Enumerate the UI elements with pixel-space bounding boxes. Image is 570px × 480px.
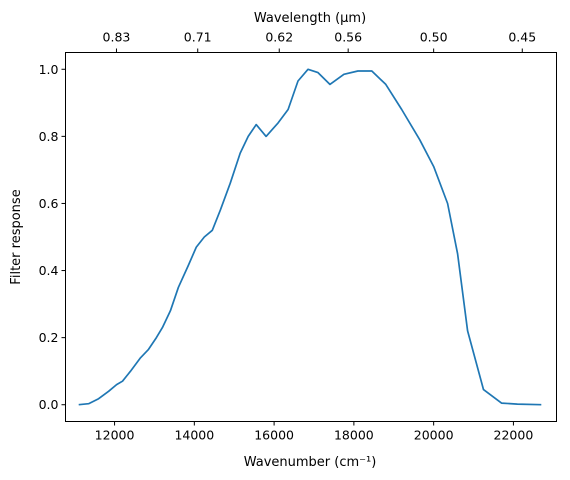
y-axis: 0.0 0.2 0.4 0.6 0.8 1.0 [39, 62, 66, 412]
plot-frame [65, 52, 557, 422]
top-axis: 0.83 0.71 0.62 0.56 0.50 0.45 [103, 30, 536, 53]
y-tick-label: 0.2 [39, 330, 59, 345]
x-tick-label: 14000 [174, 428, 214, 443]
top-tick-label: 0.56 [334, 30, 362, 45]
top-tick-label: 0.71 [184, 30, 212, 45]
top-axis-label: Wavelength (μm) [254, 11, 366, 26]
x-tick-label: 12000 [95, 428, 135, 443]
x-tick-label: 22000 [494, 428, 534, 443]
top-tick-label: 0.50 [420, 30, 448, 45]
series-line [78, 68, 542, 406]
y-tick-label: 0.8 [39, 129, 59, 144]
y-axis-label: Filter response [9, 189, 24, 284]
y-tick-label: 0.0 [39, 397, 59, 412]
top-tick-label: 0.62 [265, 30, 293, 45]
x-tick-label: 16000 [254, 428, 294, 443]
y-tick-label: 1.0 [39, 62, 59, 77]
x-axis: 12000 14000 16000 18000 20000 22000 [95, 421, 534, 443]
top-tick-label: 0.83 [103, 30, 131, 45]
x-axis-label: Wavenumber (cm⁻¹) [244, 455, 377, 470]
y-tick-label: 0.4 [39, 263, 59, 278]
y-tick-label: 0.6 [39, 196, 59, 211]
x-tick-label: 18000 [334, 428, 374, 443]
top-tick-label: 0.45 [508, 30, 536, 45]
x-tick-label: 20000 [414, 428, 454, 443]
series-layer [78, 68, 542, 406]
